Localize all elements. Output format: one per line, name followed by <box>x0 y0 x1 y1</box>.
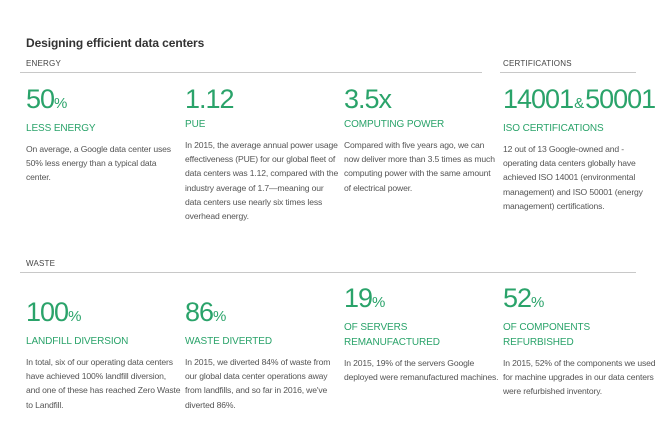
stat-label: COMPUTING POWER <box>344 119 445 130</box>
stat-label: OF SERVERS REMANUFACTURED <box>344 322 440 348</box>
stat-label: OF COMPONENTS REFURBISHED <box>503 322 591 348</box>
stat-label: PUE <box>185 119 206 130</box>
stat-description: On average, a Google data center uses 50… <box>26 144 171 183</box>
stat-iso-certifications: 14001&50001 ISO CERTIFICATIONS 12 out of… <box>503 84 656 213</box>
stat-label: LANDFILL DIVERSION <box>26 336 129 347</box>
stat-components-refurbished: 52% OF COMPONENTS REFURBISHED In 2015, 5… <box>503 283 656 399</box>
stat-waste-diverted: 86% WASTE DIVERTED In 2015, we diverted … <box>185 299 335 412</box>
stat-value: 52% <box>503 283 545 313</box>
section-label-certifications: CERTIFICATIONS <box>503 59 572 68</box>
divider-energy <box>20 72 482 73</box>
stat-pue: 1.12 PUE In 2015, the average annual pow… <box>185 84 338 223</box>
stat-computing-power: 3.5x COMPUTING POWER Compared with five … <box>344 84 495 195</box>
stat-description: Compared with five years ago, we can now… <box>344 140 495 193</box>
section-label-energy: ENERGY <box>26 59 61 68</box>
page-title: Designing efficient data centers <box>26 36 205 50</box>
stat-label: ISO CERTIFICATIONS <box>503 123 604 134</box>
stat-value: 19% <box>344 283 386 313</box>
stat-servers-remanufactured: 19% OF SERVERS REMANUFACTURED In 2015, 1… <box>344 283 498 384</box>
divider-waste <box>20 272 636 273</box>
stat-description: In 2015, the average annual power usage … <box>185 140 339 222</box>
stat-description: 12 out of 13 Google-owned and -operating… <box>503 144 643 211</box>
stat-description: In 2015, we diverted 84% of waste from o… <box>185 357 331 410</box>
stat-value: 100% <box>26 297 82 327</box>
stat-value: 86% <box>185 297 227 327</box>
stat-label: WASTE DIVERTED <box>185 336 272 347</box>
stat-description: In 2015, 52% of the components we used f… <box>503 358 656 397</box>
stat-value: 14001&50001 <box>503 84 656 114</box>
section-label-waste: WASTE <box>26 259 56 268</box>
stat-label: LESS ENERGY <box>26 123 96 134</box>
stat-value: 3.5x <box>344 84 392 114</box>
divider-certifications <box>500 72 636 73</box>
stat-description: In 2015, 19% of the servers Google deplo… <box>344 358 499 383</box>
stat-landfill-diversion: 100% LANDFILL DIVERSION In total, six of… <box>26 297 181 412</box>
stat-value: 50% <box>26 84 68 114</box>
stat-less-energy: 50% LESS ENERGY On average, a Google dat… <box>26 86 176 185</box>
stat-value: 1.12 <box>185 84 235 114</box>
stat-description: In total, six of our operating data cent… <box>26 357 181 410</box>
